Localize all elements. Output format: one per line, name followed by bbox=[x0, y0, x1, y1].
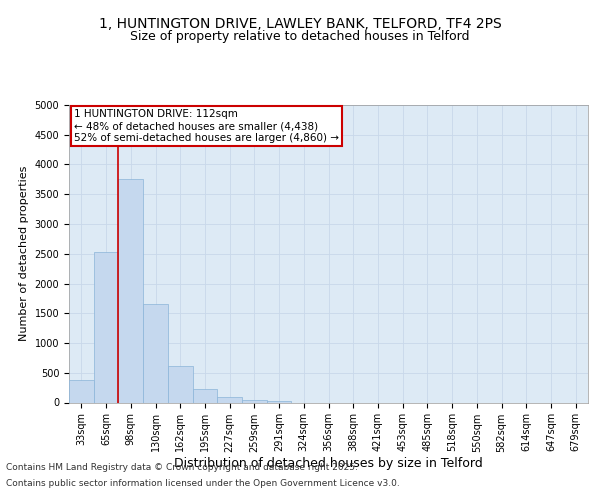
Bar bbox=[118, 179, 143, 402]
Text: Contains public sector information licensed under the Open Government Licence v3: Contains public sector information licen… bbox=[6, 478, 400, 488]
Text: 1, HUNTINGTON DRIVE, LAWLEY BANK, TELFORD, TF4 2PS: 1, HUNTINGTON DRIVE, LAWLEY BANK, TELFOR… bbox=[98, 18, 502, 32]
Bar bbox=[94, 252, 118, 402]
Bar bbox=[267, 400, 292, 402]
Bar bbox=[168, 366, 193, 403]
Text: 1 HUNTINGTON DRIVE: 112sqm
← 48% of detached houses are smaller (4,438)
52% of s: 1 HUNTINGTON DRIVE: 112sqm ← 48% of deta… bbox=[74, 110, 339, 142]
Bar bbox=[193, 389, 217, 402]
Text: Contains HM Land Registry data © Crown copyright and database right 2025.: Contains HM Land Registry data © Crown c… bbox=[6, 464, 358, 472]
X-axis label: Distribution of detached houses by size in Telford: Distribution of detached houses by size … bbox=[174, 458, 483, 470]
Bar bbox=[217, 396, 242, 402]
Text: Size of property relative to detached houses in Telford: Size of property relative to detached ho… bbox=[130, 30, 470, 43]
Bar bbox=[143, 304, 168, 402]
Bar bbox=[69, 380, 94, 402]
Y-axis label: Number of detached properties: Number of detached properties bbox=[19, 166, 29, 342]
Bar bbox=[242, 400, 267, 402]
